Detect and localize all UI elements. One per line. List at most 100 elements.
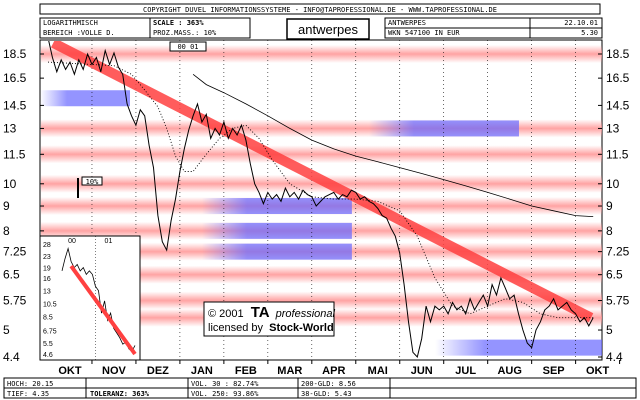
inset-period-label: 01 bbox=[105, 238, 113, 245]
scale-type-label: LOGARITHMISCH bbox=[43, 19, 98, 27]
inset-chart: 28 23 19 16 13 10.5 8.5 6.75 5.5 4.6 00 01 bbox=[39, 235, 141, 361]
svg-text:licensed by Stock-World: licensed by Stock-World bbox=[208, 322, 334, 334]
y-tick-label-left: 5.75 bbox=[3, 294, 27, 308]
inset-y-tick-label: 10.5 bbox=[43, 302, 57, 309]
support-band bbox=[201, 222, 352, 239]
price-series-group bbox=[47, 41, 594, 359]
y-tick-label-left: 9 bbox=[3, 199, 10, 213]
y-tick-label-left: 11.5 bbox=[3, 147, 26, 161]
date-label: 22.10.01 bbox=[564, 19, 598, 27]
y-tick-label-right: 7.25 bbox=[606, 245, 630, 259]
inset-y-tick-label: 28 bbox=[43, 242, 51, 249]
resistance-band bbox=[41, 265, 602, 284]
footer-hoch: HOCH: 20.15 bbox=[7, 380, 53, 388]
inset-y-tick-label: 8.5 bbox=[43, 315, 53, 322]
y-tick-label-left: 5 bbox=[3, 323, 10, 337]
month-label: MAI bbox=[368, 365, 388, 377]
y-tick-label-right: 8 bbox=[606, 224, 613, 238]
moving-average-200-line bbox=[192, 73, 594, 217]
proz-mass-label: PROZ.MASS.: 10% bbox=[153, 29, 217, 37]
inset-trendline bbox=[69, 264, 137, 356]
y-tick-label-right: 11.5 bbox=[606, 147, 629, 161]
inset-y-tick-label: 6.75 bbox=[43, 329, 57, 336]
scale-marker-label: 10% bbox=[86, 178, 99, 186]
y-tick-label-left: 6.5 bbox=[3, 268, 20, 282]
month-label: JUL bbox=[455, 365, 476, 377]
footer-stats: HOCH: 20.15 TIEF: 4.35 TOLERANZ: 363% VO… bbox=[3, 377, 637, 399]
support-band bbox=[434, 339, 602, 356]
month-label: DEZ bbox=[147, 365, 169, 377]
chart-title: antwerpes bbox=[298, 22, 358, 37]
period-selector[interactable]: 00 01 bbox=[177, 43, 198, 51]
trendline bbox=[51, 41, 594, 323]
stamp-professional: professional bbox=[275, 308, 336, 320]
inset-y-tick-label: 4.6 bbox=[43, 352, 53, 359]
inset-y-tick-label: 19 bbox=[43, 266, 51, 273]
range-label: BEREICH :VOLLE D. bbox=[43, 29, 115, 37]
y-axis-left: 18.5 16.5 14.5 13 11.5 10 9 8 7.25 6.5 5.75 5 4.4 bbox=[3, 47, 44, 364]
y-tick-label-right: 6.5 bbox=[606, 268, 623, 282]
x-axis-months: OKT NOV DEZ JAN FEB MAR APR MAI JUN JUL AUG SEP OKT bbox=[58, 365, 609, 377]
month-label: JAN bbox=[191, 365, 213, 377]
stamp-ta: TA bbox=[251, 304, 270, 321]
y-tick-label-left: 4.4 bbox=[3, 350, 20, 364]
y-tick-label-right: 13 bbox=[606, 121, 620, 135]
y-tick-label-left: 18.5 bbox=[3, 47, 27, 61]
month-label: OKT bbox=[586, 365, 610, 377]
price-line bbox=[48, 41, 594, 359]
y-tick-label-right: 5 bbox=[606, 323, 613, 337]
y-tick-label-right: 14.5 bbox=[606, 98, 630, 112]
y-tick-label-right: 18.5 bbox=[606, 47, 630, 61]
inset-y-tick-label: 5.5 bbox=[43, 341, 53, 348]
month-label: APR bbox=[322, 365, 345, 377]
scale-label: SCALE : 363% bbox=[153, 19, 204, 27]
inset-y-tick-label: 23 bbox=[43, 254, 51, 261]
resistance-band bbox=[41, 45, 602, 63]
footer-vol30: VOL. 30 : 82.74% bbox=[191, 380, 259, 388]
resistance-band bbox=[41, 291, 602, 310]
month-label: JUN bbox=[411, 365, 433, 377]
y-tick-label-left: 14.5 bbox=[3, 98, 27, 112]
support-band bbox=[201, 243, 352, 260]
copyright-text: COPYRIGHT DUVEL INFORMATIONSSYSTEME - IN… bbox=[143, 6, 497, 14]
stamp-stockworld: Stock-World bbox=[269, 322, 334, 334]
y-tick-label-right: 5.75 bbox=[606, 294, 630, 308]
footer-tief: TIEF: 4.35 bbox=[7, 390, 49, 398]
stamp-year: © 2001 bbox=[208, 308, 244, 320]
month-label: SEP bbox=[543, 365, 565, 377]
inset-y-tick-label: 13 bbox=[43, 289, 51, 296]
support-band bbox=[201, 198, 352, 215]
month-label: OKT bbox=[58, 365, 82, 377]
support-band bbox=[41, 90, 130, 107]
month-label: AUG bbox=[497, 365, 521, 377]
y-tick-label-right: 10 bbox=[606, 177, 620, 191]
month-label: FEB bbox=[235, 365, 257, 377]
footer-gld200: 200-GLD: 8.56 bbox=[301, 380, 356, 388]
stock-name-label: ANTWERPES bbox=[388, 19, 426, 27]
y-tick-label-left: 13 bbox=[3, 121, 17, 135]
y-tick-label-right: 9 bbox=[606, 199, 613, 213]
y-tick-label-left: 10 bbox=[3, 177, 17, 191]
y-tick-label-right: 16.5 bbox=[606, 71, 630, 85]
inset-period-label: 00 bbox=[68, 238, 76, 245]
y-tick-label-left: 16.5 bbox=[3, 71, 27, 85]
license-stamp: © 2001 TA professional licensed by Stock… bbox=[203, 301, 336, 337]
y-tick-label-left: 8 bbox=[3, 224, 10, 238]
footer-vol250: VOL. 250: 93.86% bbox=[191, 390, 259, 398]
svg-text:© 2001 TA professi: © 2001 TA professional bbox=[208, 304, 336, 321]
wkn-label: WKN 547100 IN EUR bbox=[388, 29, 460, 37]
inset-y-tick-label: 16 bbox=[43, 276, 51, 283]
footer-toleranz: TOLERANZ: 363% bbox=[90, 390, 150, 398]
month-label: NOV bbox=[102, 365, 127, 377]
resistance-band bbox=[41, 145, 602, 164]
y-tick-label-right: 4.4 bbox=[606, 350, 623, 364]
copyright-box bbox=[39, 3, 601, 15]
header-panel: LOGARITHMISCH BEREICH :VOLLE D. SCALE : … bbox=[39, 17, 603, 40]
y-axis-right: 18.5 16.5 14.5 13 11.5 10 9 8 7.25 6.5 5.75 5 4.4 bbox=[598, 47, 630, 364]
y-tick-label-left: 7.25 bbox=[3, 245, 27, 259]
footer-gld38: 38-GLD: 5.43 bbox=[301, 390, 352, 398]
stamp-licensed: licensed by bbox=[208, 322, 264, 334]
support-resistance-bands bbox=[41, 45, 602, 356]
month-label: MAR bbox=[277, 365, 302, 377]
